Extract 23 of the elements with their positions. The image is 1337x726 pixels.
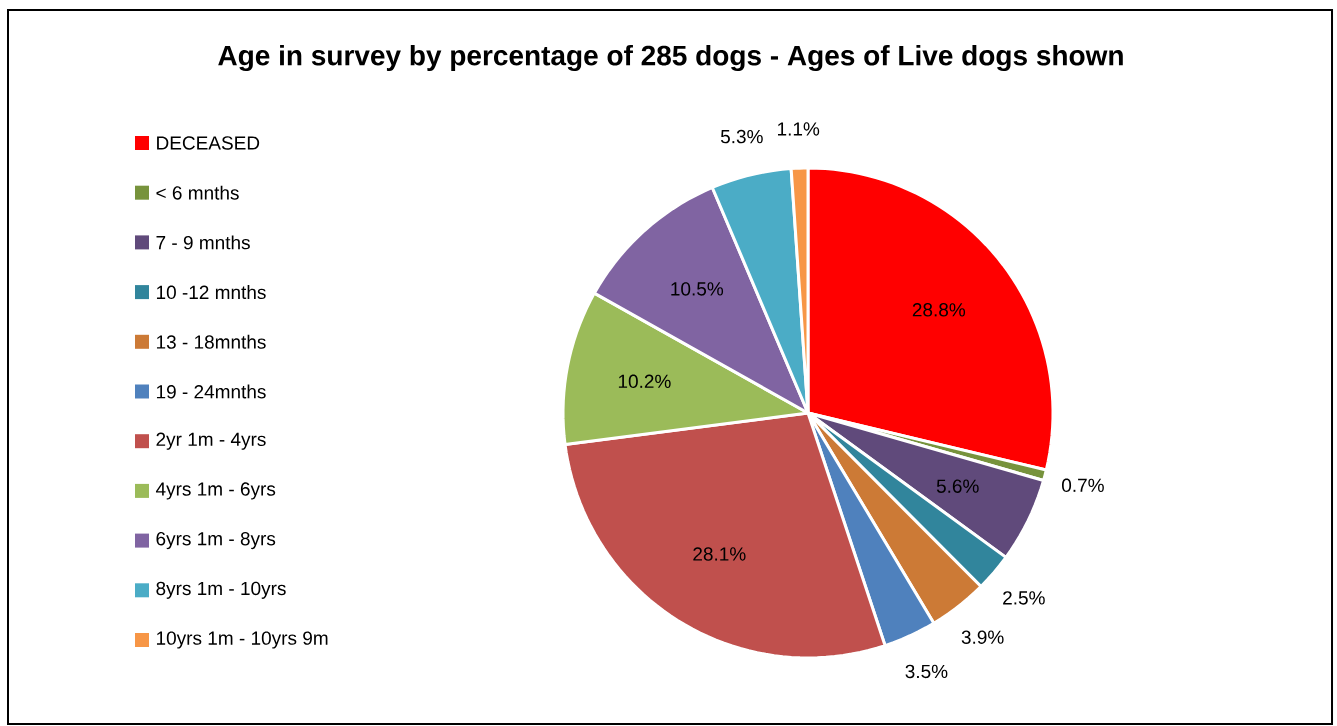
data-label: 10.5% [671,282,724,296]
data-label: 10.2% [618,374,671,389]
legend-label: 4yrs 1m - 6yrs [155,482,276,500]
data-label: 3.5% [905,664,948,679]
data-label: 28.1% [693,547,746,561]
chart-title: Age in survey by percentage of 285 dogs - Ages of Live dogs shown [218,44,1123,72]
legend-label: 10yrs 1m - 10yrs 9m [156,631,328,649]
legend-label: 10 -12 mnths [156,285,266,300]
legend-label: 19 - 24mnths [156,384,266,399]
legend-label: 6yrs 1m - 8yrs [156,531,276,550]
data-label: 2.5% [1003,591,1045,605]
legend-label: 13 - 18mnths [156,334,266,349]
data-label: 28.8% [912,303,966,317]
data-label: 5.3% [720,129,763,144]
legend-label: 2yr 1m - 4yrs [156,432,266,450]
data-label: 0.7% [1062,478,1104,493]
legend-label: 7 - 9 mnths [156,235,250,250]
data-label: 1.1% [778,122,820,136]
legend-label: 8yrs 1m - 10yrs [156,581,286,599]
data-label: 3.9% [961,630,1004,644]
legend-label: < 6 mnths [156,185,239,200]
legend-label: DECEASED [157,136,260,150]
data-label: 5.6% [936,479,979,493]
